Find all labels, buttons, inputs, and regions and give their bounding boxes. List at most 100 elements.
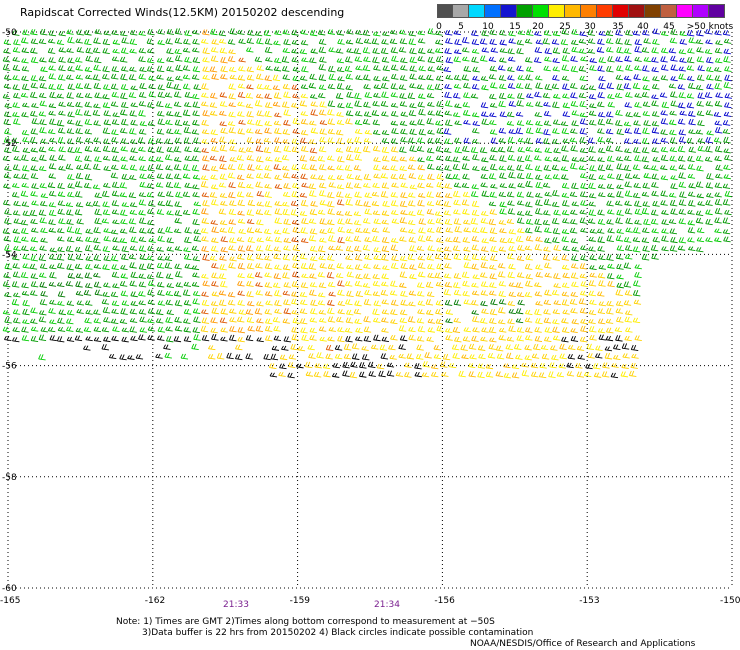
wind-barb	[507, 75, 515, 81]
wind-barb	[119, 128, 128, 134]
wind-barb	[255, 173, 264, 179]
wind-barb	[389, 29, 398, 35]
wind-barb	[288, 354, 297, 360]
wind-barb	[704, 92, 713, 99]
wind-barb	[508, 245, 516, 252]
wind-barb	[485, 363, 494, 370]
wind-barb	[2, 228, 11, 235]
wind-barb	[283, 218, 291, 226]
wind-barb	[202, 57, 210, 63]
wind-barb	[138, 101, 147, 107]
wind-barb	[497, 307, 506, 314]
wind-barb	[219, 255, 227, 261]
wind-barb	[264, 272, 272, 278]
wind-barb	[382, 227, 390, 233]
wind-barb	[471, 128, 480, 134]
wind-barb	[156, 74, 164, 80]
wind-barb	[93, 120, 101, 126]
wind-barb	[93, 244, 102, 251]
wind-barb	[307, 344, 315, 351]
wind-barb	[534, 165, 543, 172]
wind-barb	[418, 218, 426, 225]
wind-barb	[508, 229, 517, 235]
wind-barb	[597, 118, 606, 126]
wind-barb	[399, 156, 407, 162]
wind-barb	[670, 91, 678, 98]
wind-barb	[227, 164, 236, 171]
wind-barb	[616, 184, 624, 190]
wind-barb	[390, 73, 399, 80]
wind-barb	[544, 237, 552, 244]
wind-barb	[94, 208, 102, 216]
wind-barb	[309, 245, 318, 252]
wind-barb	[373, 264, 381, 270]
wind-barb	[373, 334, 381, 342]
wind-barb	[696, 56, 705, 63]
wind-barb	[607, 56, 615, 63]
wind-barb	[361, 346, 369, 351]
wind-barb	[274, 184, 283, 190]
wind-barb	[156, 101, 164, 108]
wind-barb	[625, 64, 633, 72]
wind-barb	[157, 200, 165, 207]
wind-barb	[164, 255, 173, 262]
wind-barb	[390, 334, 398, 341]
wind-barb	[454, 39, 462, 46]
wind-barb	[156, 282, 165, 288]
wind-barb	[281, 56, 290, 63]
wind-barb	[371, 110, 380, 117]
wind-barb	[480, 300, 488, 307]
wind-barb	[21, 282, 29, 289]
wind-barb	[435, 56, 444, 63]
wind-barb	[373, 173, 381, 179]
wind-barb	[489, 282, 497, 288]
wind-barb	[67, 273, 76, 279]
wind-barb	[345, 317, 354, 324]
wind-barb	[318, 38, 327, 45]
wind-barb	[309, 57, 317, 64]
wind-barb	[597, 308, 606, 315]
wind-barb	[561, 155, 570, 162]
wind-barb	[381, 299, 389, 305]
wind-barb	[354, 136, 362, 144]
wind-barb	[157, 84, 165, 91]
wind-barb	[274, 57, 282, 64]
wind-barb	[427, 137, 435, 144]
wind-barb	[381, 146, 390, 154]
wind-barb	[147, 318, 155, 324]
wind-barb	[274, 201, 282, 207]
wind-barb	[668, 83, 677, 89]
wind-barb	[227, 300, 236, 306]
wind-barb	[695, 129, 704, 135]
wind-barb	[524, 83, 533, 90]
wind-barb	[660, 64, 669, 71]
wind-barb	[323, 371, 331, 378]
wind-barb	[111, 200, 120, 207]
wind-barb	[39, 83, 47, 89]
wind-barb	[120, 164, 129, 170]
wind-barb	[175, 282, 184, 288]
wind-barb	[237, 245, 246, 252]
wind-barb	[588, 156, 596, 162]
latitude-label: -54	[2, 250, 17, 260]
wind-barb	[220, 280, 228, 288]
wind-barb	[445, 237, 453, 243]
wind-barb	[508, 325, 516, 333]
wind-barb	[317, 209, 326, 215]
wind-barb	[454, 120, 462, 126]
wind-barb	[166, 57, 174, 63]
wind-barb	[598, 301, 607, 307]
wind-barb	[291, 191, 299, 198]
wind-barb	[283, 145, 291, 152]
wind-barb	[381, 245, 390, 253]
wind-barb	[444, 263, 452, 269]
wind-barb	[57, 137, 66, 144]
wind-barb	[308, 263, 317, 270]
wind-barb	[390, 192, 399, 198]
wind-barb	[480, 182, 488, 188]
wind-barb	[434, 211, 443, 217]
color-bar-label: 40	[637, 22, 649, 32]
wind-barb	[569, 298, 578, 305]
wind-barb	[318, 164, 327, 171]
wind-barb	[192, 192, 200, 198]
